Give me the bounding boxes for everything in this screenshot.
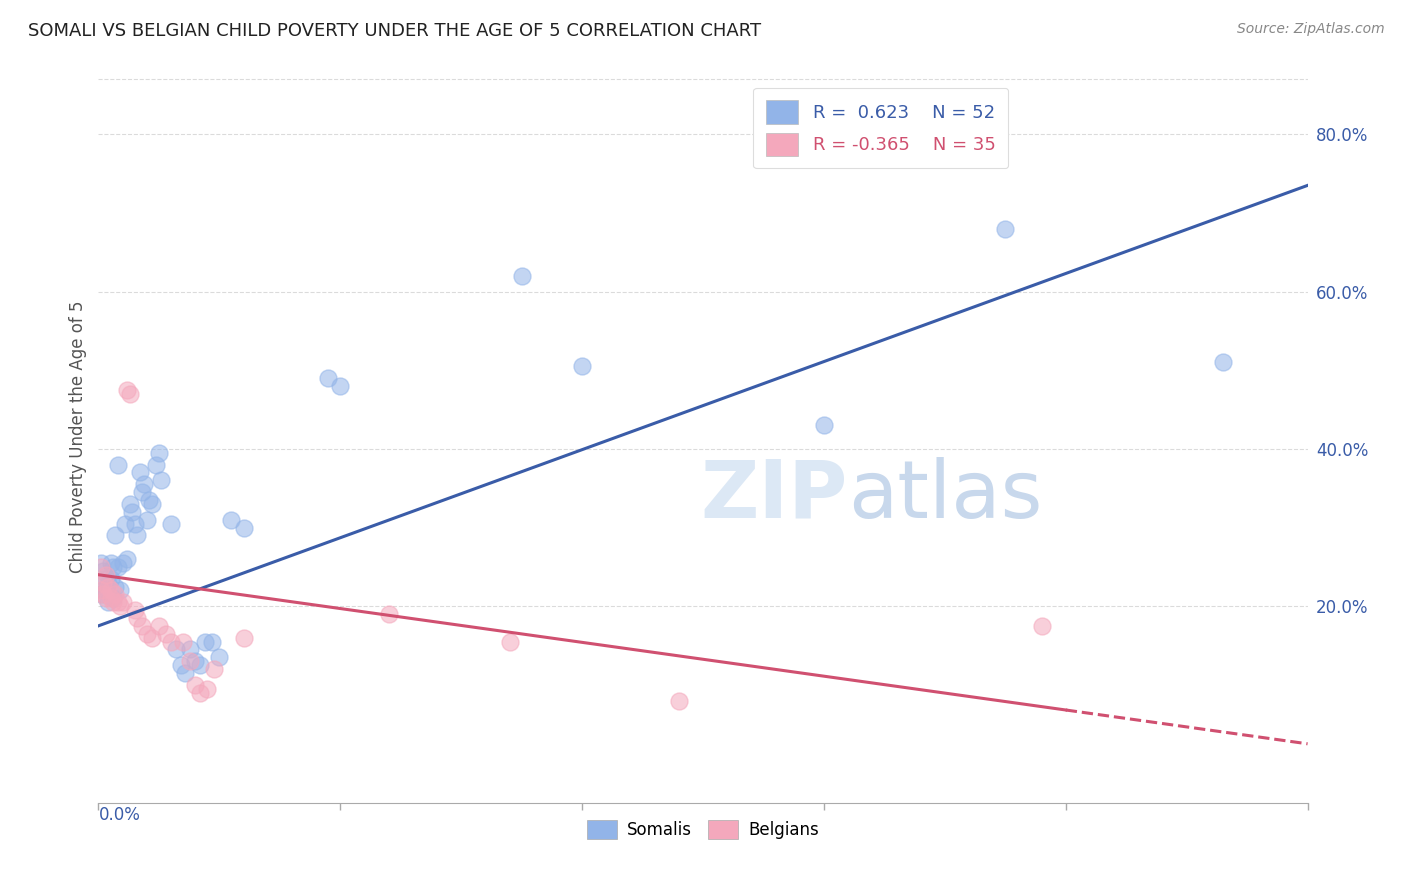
- Point: [94, 591, 117, 606]
- Point: [100, 591, 122, 606]
- Point: [100, 583, 122, 598]
- Point: [91, 587, 114, 601]
- Point: [232, 631, 254, 645]
- Point: [108, 599, 131, 614]
- Point: [994, 221, 1017, 235]
- Point: [172, 634, 194, 648]
- Point: [232, 520, 254, 534]
- Point: [131, 485, 153, 500]
- Point: [97, 580, 120, 594]
- Point: [571, 359, 593, 374]
- Point: [101, 595, 124, 609]
- Point: [100, 556, 122, 570]
- Point: [101, 559, 124, 574]
- Point: [179, 642, 201, 657]
- Point: [124, 516, 146, 531]
- Point: [118, 387, 141, 401]
- Point: [90, 587, 112, 601]
- Point: [108, 583, 131, 598]
- Point: [195, 681, 218, 696]
- Point: [107, 559, 129, 574]
- Point: [188, 658, 211, 673]
- Text: SOMALI VS BELGIAN CHILD POVERTY UNDER THE AGE OF 5 CORRELATION CHART: SOMALI VS BELGIAN CHILD POVERTY UNDER TH…: [28, 22, 761, 40]
- Point: [204, 662, 226, 676]
- Y-axis label: Child Poverty Under the Age of 5: Child Poverty Under the Age of 5: [69, 301, 87, 574]
- Point: [104, 528, 127, 542]
- Point: [121, 505, 143, 519]
- Point: [114, 516, 136, 531]
- Point: [90, 556, 112, 570]
- Point: [813, 418, 835, 433]
- Point: [188, 686, 211, 700]
- Point: [107, 595, 129, 609]
- Point: [169, 658, 191, 673]
- Point: [117, 383, 139, 397]
- Point: [141, 631, 163, 645]
- Point: [145, 458, 167, 472]
- Point: [118, 497, 141, 511]
- Point: [221, 513, 243, 527]
- Point: [668, 693, 690, 707]
- Point: [97, 595, 120, 609]
- Point: [91, 583, 114, 598]
- Point: [135, 513, 157, 527]
- Point: [94, 583, 117, 598]
- Point: [107, 458, 129, 472]
- Point: [201, 634, 224, 648]
- Point: [316, 371, 339, 385]
- Point: [184, 654, 207, 668]
- Point: [97, 575, 120, 590]
- Point: [94, 572, 117, 586]
- Point: [111, 556, 134, 570]
- Point: [134, 477, 156, 491]
- Text: Source: ZipAtlas.com: Source: ZipAtlas.com: [1237, 22, 1385, 37]
- Point: [141, 497, 163, 511]
- Point: [104, 587, 127, 601]
- Point: [179, 654, 201, 668]
- Point: [510, 268, 533, 283]
- Point: [100, 572, 122, 586]
- Point: [128, 466, 150, 480]
- Point: [148, 619, 170, 633]
- Point: [377, 607, 399, 621]
- Point: [131, 619, 153, 633]
- Point: [329, 379, 352, 393]
- Point: [160, 634, 183, 648]
- Point: [498, 634, 520, 648]
- Text: 0.0%: 0.0%: [98, 806, 141, 824]
- Point: [90, 583, 112, 598]
- Text: ZIP: ZIP: [700, 457, 848, 534]
- Point: [174, 666, 197, 681]
- Point: [124, 603, 146, 617]
- Point: [127, 528, 149, 542]
- Text: atlas: atlas: [848, 457, 1042, 534]
- Point: [90, 559, 112, 574]
- Point: [138, 493, 160, 508]
- Point: [135, 626, 157, 640]
- Point: [184, 678, 207, 692]
- Point: [150, 473, 173, 487]
- Point: [91, 575, 114, 590]
- Point: [160, 516, 183, 531]
- Point: [111, 595, 134, 609]
- Point: [165, 642, 187, 657]
- Point: [1212, 355, 1234, 369]
- Point: [194, 634, 217, 648]
- Legend: Somalis, Belgians: Somalis, Belgians: [581, 814, 825, 846]
- Point: [148, 446, 170, 460]
- Point: [94, 567, 117, 582]
- Point: [208, 650, 231, 665]
- Point: [101, 591, 124, 606]
- Point: [104, 580, 127, 594]
- Point: [91, 564, 114, 578]
- Point: [155, 626, 177, 640]
- Point: [127, 611, 149, 625]
- Point: [1031, 619, 1053, 633]
- Point: [117, 552, 139, 566]
